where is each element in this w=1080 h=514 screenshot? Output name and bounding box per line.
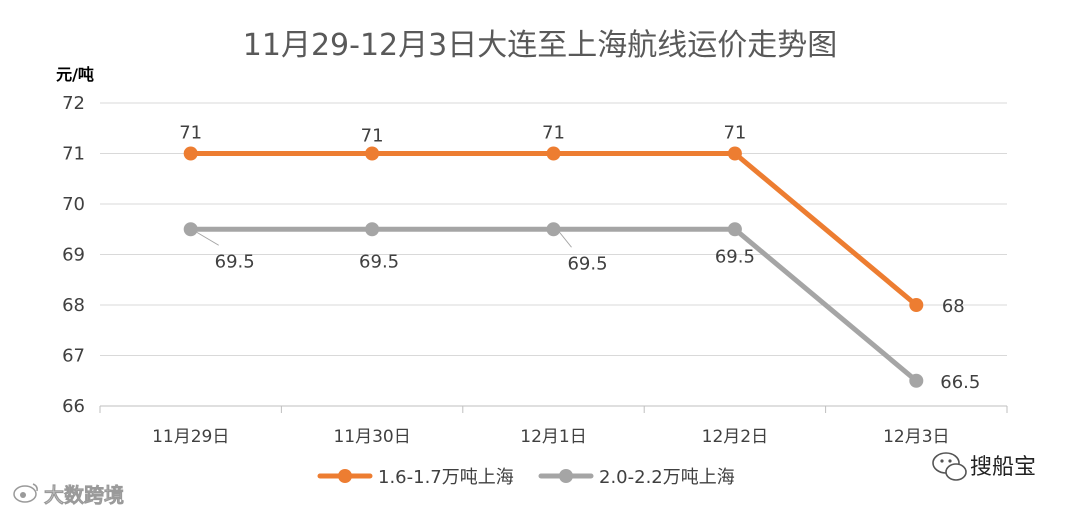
data-point-marker <box>909 298 924 312</box>
y-tick-label: 72 <box>62 93 85 114</box>
x-tick-label: 12月2日 <box>702 427 768 447</box>
x-axis-ticks: 11月29日 11月30日 12月1日 12月2日 12月3日 <box>152 427 949 447</box>
axes <box>99 405 1008 413</box>
x-tick-label: 11月29日 <box>152 427 229 447</box>
watermark-left-text: 大数跨境 <box>44 483 124 507</box>
wechat-icon <box>932 452 967 481</box>
data-label: 66.5 <box>940 372 980 393</box>
y-tick-label: 67 <box>62 346 85 367</box>
y-tick-label: 69 <box>62 245 85 266</box>
series-layer <box>183 146 924 388</box>
data-point-marker <box>546 146 561 161</box>
data-labels-layer: 71 71 71 71 68 69.5 69.5 69.5 69.5 66.5 <box>179 123 980 393</box>
data-label: 69.5 <box>715 246 755 267</box>
data-point-marker <box>727 146 742 161</box>
data-label: 71 <box>179 123 202 144</box>
weibo-icon <box>13 483 38 503</box>
data-label: 71 <box>361 126 384 147</box>
y-tick-label: 66 <box>62 396 85 417</box>
watermark-right-text: 搜船宝 <box>970 455 1036 480</box>
legend-swatch-marker <box>559 469 573 483</box>
x-tick-label: 12月3日 <box>883 427 949 447</box>
data-label: 71 <box>723 123 746 144</box>
legend-label: 2.0-2.2万吨上海 <box>599 467 735 488</box>
y-tick-label: 70 <box>62 194 85 215</box>
data-point-marker <box>909 373 924 388</box>
weibo-watermark: 大数跨境 <box>13 483 124 507</box>
y-axis-ticks: 66 67 68 69 70 71 72 <box>62 93 85 417</box>
chart-title: 11月29-12月3日大连至上海航线运价走势图 <box>243 28 837 63</box>
data-point-marker <box>365 146 380 161</box>
y-tick-label: 68 <box>62 295 85 316</box>
x-tick-label: 12月1日 <box>520 427 586 447</box>
data-label: 68 <box>942 296 965 317</box>
legend: 1.6-1.7万吨上海 2.0-2.2万吨上海 <box>317 467 735 488</box>
x-tick-label: 11月30日 <box>333 427 410 447</box>
data-point-marker <box>183 146 198 161</box>
label-leader-line <box>559 231 572 248</box>
label-leader-line <box>196 231 219 246</box>
data-label: 69.5 <box>567 253 607 274</box>
data-label: 69.5 <box>215 251 255 272</box>
wechat-watermark: 搜船宝 <box>932 452 1036 481</box>
data-point-marker <box>365 222 380 237</box>
data-label: 71 <box>542 123 565 144</box>
legend-swatch-marker <box>338 469 352 483</box>
data-point-marker <box>546 222 561 237</box>
data-point-marker <box>727 222 742 237</box>
legend-label: 1.6-1.7万吨上海 <box>378 467 514 488</box>
y-axis-unit: 元/吨 <box>56 65 94 84</box>
data-point-marker <box>183 222 198 237</box>
data-label: 69.5 <box>359 251 399 272</box>
y-tick-label: 71 <box>62 144 85 165</box>
